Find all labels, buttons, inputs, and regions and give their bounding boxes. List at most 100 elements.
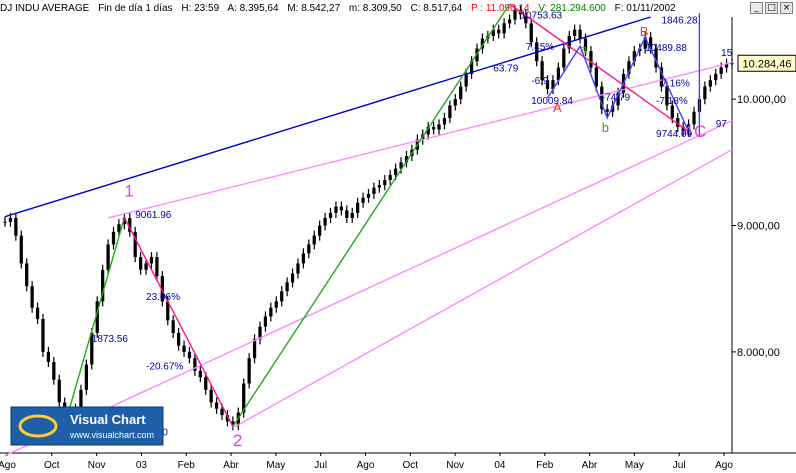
p-value: P : 11.090,14 xyxy=(471,3,530,14)
price-body xyxy=(556,67,561,81)
x-tick-label: Ago xyxy=(715,460,733,471)
annotation-label: 10009.84 xyxy=(531,96,573,107)
price-body xyxy=(231,421,235,426)
x-tick-label: Ago xyxy=(357,460,375,471)
price-body xyxy=(242,383,246,413)
price-body xyxy=(654,48,658,68)
price-body xyxy=(247,358,251,384)
price-body xyxy=(714,73,718,81)
annotation-label: 0 xyxy=(162,427,168,438)
price-body xyxy=(57,379,61,403)
annotation-label: 1846.28 xyxy=(661,15,698,26)
price-body xyxy=(383,180,387,186)
annotation-label: 23.06% xyxy=(146,292,180,303)
annotation-label: 63.79 xyxy=(493,63,518,74)
price-body xyxy=(334,206,338,213)
price-body xyxy=(149,257,154,264)
price-body xyxy=(356,202,360,213)
price-body xyxy=(339,206,344,211)
x-tick-label: Jul xyxy=(314,460,327,471)
price-body xyxy=(627,61,631,74)
price-body xyxy=(285,282,289,292)
high-value: M: 8.542,27 xyxy=(287,3,341,14)
price-body xyxy=(117,224,121,232)
price-body xyxy=(166,301,170,321)
annotation-label: a xyxy=(580,42,588,57)
price-body xyxy=(437,124,441,130)
price-body xyxy=(659,67,664,87)
logo-swoosh-icon xyxy=(18,414,58,438)
price-body xyxy=(8,217,13,222)
price-body xyxy=(708,80,712,87)
price-body xyxy=(464,73,468,87)
price-body xyxy=(101,269,105,302)
x-tick-label: Nov xyxy=(88,460,106,471)
lower-pink-channel-2 xyxy=(232,149,733,429)
annotation-label: A xyxy=(553,100,562,115)
price-body xyxy=(632,51,636,62)
y-tick-label: 9.000,00 xyxy=(737,221,780,233)
annotation-label: 4 xyxy=(683,122,692,141)
price-body xyxy=(176,332,181,346)
price-body xyxy=(507,19,512,24)
price-body xyxy=(453,99,457,106)
current-price-label: 10.284,46 xyxy=(743,58,792,70)
price-body xyxy=(280,291,284,302)
price-body xyxy=(209,389,213,403)
x-tick-label: 04 xyxy=(494,460,506,471)
price-body xyxy=(3,221,7,223)
x-tick-label: May xyxy=(625,460,644,471)
logo-box xyxy=(10,406,164,446)
price-body xyxy=(345,210,349,218)
price-body xyxy=(600,86,604,110)
annotation-label: 15 xyxy=(721,48,733,59)
price-body xyxy=(19,235,23,264)
minimize-button[interactable]: _ xyxy=(750,2,763,14)
volume-value: V: 281.294.600 xyxy=(538,3,606,14)
price-body xyxy=(372,187,376,194)
price-body xyxy=(35,307,40,320)
price-body xyxy=(399,162,403,169)
annotation-label: 10753.63 xyxy=(520,10,562,21)
price-body xyxy=(583,38,588,52)
price-body xyxy=(469,61,474,74)
price-body xyxy=(719,67,723,74)
price-body xyxy=(404,156,409,163)
price-body xyxy=(139,257,143,270)
price-body xyxy=(361,197,365,203)
price-body xyxy=(204,377,208,390)
close-button[interactable]: × xyxy=(780,2,793,14)
price-body xyxy=(90,332,94,365)
price-body xyxy=(393,168,398,175)
x-tick-label: Nov xyxy=(446,460,464,471)
price-body xyxy=(79,389,83,409)
price-body xyxy=(187,351,192,359)
annotation-label: B xyxy=(640,24,649,39)
correction-down xyxy=(509,3,690,133)
price-body xyxy=(605,109,609,112)
annotation-label: 9744.09 xyxy=(656,129,693,140)
price-body xyxy=(431,126,436,130)
price-body xyxy=(225,415,230,422)
annotation-label: 10489.88 xyxy=(645,43,687,54)
price-body xyxy=(611,105,615,112)
maximize-button[interactable]: □ xyxy=(765,2,778,14)
x-tick-label: Abr xyxy=(223,460,239,471)
close-value: C: 8.517,64 xyxy=(410,3,463,14)
price-body xyxy=(128,217,132,232)
annotation-label: 7.45% xyxy=(526,42,554,53)
wave-3-up xyxy=(232,3,511,427)
price-body xyxy=(171,320,175,333)
annotation-label: -20.67% xyxy=(146,362,183,373)
price-body xyxy=(448,105,452,119)
price-body xyxy=(14,217,18,236)
annotation-label: 1873.56 xyxy=(92,334,129,345)
price-body xyxy=(318,225,322,236)
price-body xyxy=(252,339,257,359)
x-tick-label: Ago xyxy=(0,460,16,471)
price-body xyxy=(578,29,582,39)
price-body xyxy=(573,29,577,36)
price-body xyxy=(41,319,45,352)
x-tick-label: Feb xyxy=(536,460,554,471)
